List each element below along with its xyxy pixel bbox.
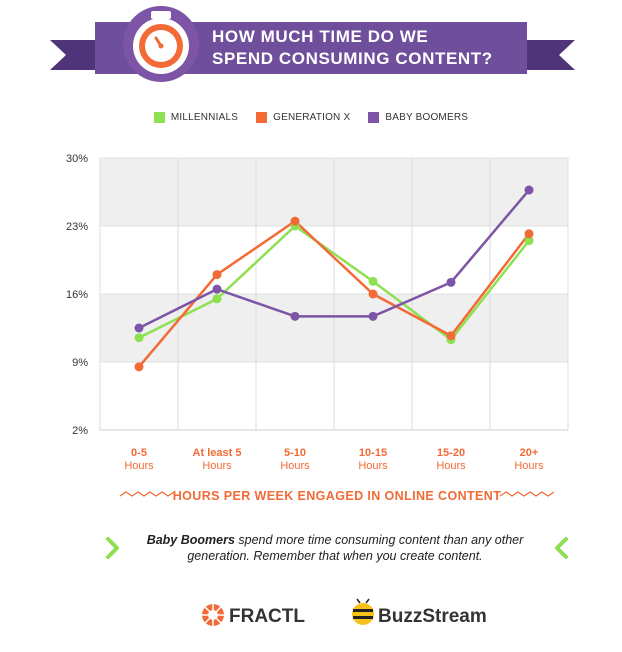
stopwatch-icon: [133, 11, 189, 74]
title-banner: HOW MUCH TIME DO WE SPEND CONSUMING CONT…: [50, 6, 575, 82]
x-tick-label: 0-5: [131, 447, 147, 459]
x-axis-label: HOURS PER WEEK ENGAGED IN ONLINE CONTENT: [173, 489, 502, 503]
x-tick-sublabel: Hours: [280, 460, 310, 472]
series-line-generation-x: [137, 219, 531, 369]
legend-label-baby-boomers: BABY BOOMERS: [385, 112, 469, 123]
x-tick-sublabel: Hours: [124, 460, 154, 472]
legend-swatch-millennials: [153, 112, 165, 123]
zigzag-right: [499, 491, 555, 497]
fractl-logo-text: FRACTL: [229, 606, 305, 627]
x-tick-sublabel: Hours: [358, 460, 388, 472]
data-point-generation-x: [368, 289, 378, 299]
legend-swatch-baby-boomers: [368, 112, 380, 123]
buzzstream-logo-text: BuzzStream: [378, 606, 487, 627]
x-tick-sublabel: Hours: [436, 460, 466, 472]
footer-logos: FRACTL BuzzStream: [202, 598, 487, 627]
data-point-millennials: [212, 294, 222, 304]
data-point-generation-x: [524, 229, 534, 239]
note-line2: generation. Remember that when you creat…: [187, 549, 483, 563]
x-tick-label: 5-10: [284, 447, 306, 459]
legend-item-generation-x: GENERATION X: [256, 112, 350, 123]
y-tick-label: 30%: [66, 153, 88, 165]
data-point-generation-x: [290, 216, 300, 226]
data-point-millennials: [368, 276, 378, 286]
data-point-generation-x: [134, 362, 144, 372]
data-point-baby-boomers: [290, 311, 300, 321]
page-title-line2: SPEND CONSUMING CONTENT?: [212, 49, 493, 68]
chart-legend: MILLENNIALS GENERATION X BABY BOOMERS: [0, 112, 622, 123]
legend-item-millennials: MILLENNIALS: [153, 112, 239, 123]
data-point-generation-x: [446, 331, 456, 341]
data-point-baby-boomers: [368, 311, 378, 321]
series-line-millennials: [137, 224, 531, 341]
y-tick-label: 2%: [72, 425, 88, 437]
x-tick-sublabel: Hours: [514, 460, 544, 472]
data-point-baby-boomers: [212, 284, 222, 294]
x-tick-label: At least 5: [193, 447, 242, 459]
buzzstream-bee-icon: [352, 598, 374, 625]
callout-note: Baby Boomers spend more time consuming c…: [125, 532, 545, 564]
page-title-line1: HOW MUCH TIME DO WE: [212, 27, 428, 46]
x-tick-sublabel: Hours: [202, 460, 232, 472]
chevron-right-icon: [106, 537, 119, 559]
zigzag-left: [119, 491, 175, 497]
data-point-baby-boomers: [134, 323, 144, 333]
x-tick-label: 20+: [520, 447, 539, 459]
chevron-left-icon: [555, 537, 568, 559]
data-point-millennials: [524, 236, 534, 246]
data-point-baby-boomers: [446, 277, 456, 287]
data-point-baby-boomers: [524, 185, 534, 195]
note-emphasis: Baby Boomers: [146, 533, 235, 547]
note-line1: spend more time consuming content than a…: [234, 533, 524, 547]
y-tick-label: 9%: [72, 357, 88, 369]
legend-swatch-generation-x: [256, 112, 268, 123]
data-point-millennials: [134, 333, 144, 343]
legend-item-baby-boomers: BABY BOOMERS: [368, 112, 468, 123]
legend-label-generation-x: GENERATION X: [273, 112, 351, 123]
series-line-baby-boomers: [137, 188, 531, 330]
legend-label-millennials: MILLENNIALS: [170, 112, 239, 123]
banner-ribbon-right-tail: [512, 40, 575, 70]
data-point-generation-x: [212, 270, 222, 280]
fractl-logo-icon: [202, 604, 224, 626]
y-tick-label: 16%: [66, 289, 88, 301]
x-axis-title: HOURS PER WEEK ENGAGED IN ONLINE CONTENT: [119, 489, 555, 503]
y-tick-label: 23%: [66, 221, 88, 233]
x-tick-label: 10-15: [359, 447, 387, 459]
x-tick-label: 15-20: [437, 447, 465, 459]
